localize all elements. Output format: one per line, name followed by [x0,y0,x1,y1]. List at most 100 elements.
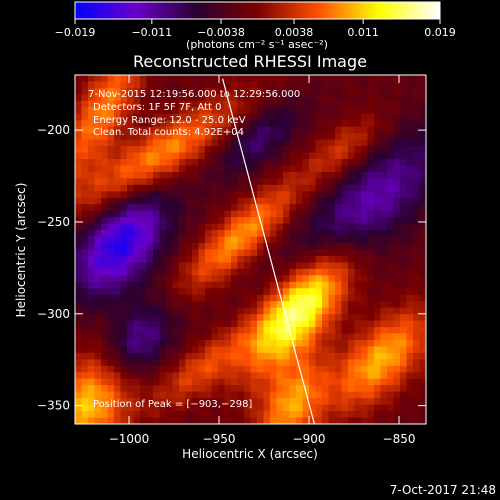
heatmap-cell [107,294,115,302]
heatmap-cell [120,217,128,225]
heatmap-cell [159,320,167,328]
heatmap-cell [341,184,349,192]
heatmap-cell [172,359,180,367]
heatmap-cell [302,165,310,173]
heatmap-cell [192,320,200,328]
heatmap-cell [224,210,232,218]
heatmap-cell [244,107,252,115]
heatmap-cell [218,81,226,89]
heatmap-cell [387,352,395,360]
heatmap-cell [283,197,291,205]
heatmap-cell [172,100,180,108]
heatmap-cell [88,204,96,212]
heatmap-cell [179,243,187,251]
heatmap-cell [120,100,128,108]
heatmap-cell [159,100,167,108]
heatmap-cell [322,171,330,179]
heatmap-cell [211,81,219,89]
heatmap-cell [107,262,115,270]
heatmap-cell [159,385,167,393]
heatmap-cell [179,236,187,244]
heatmap-cell [88,352,96,360]
heatmap-cell [393,404,401,412]
heatmap-cell [263,378,271,386]
heatmap-cell [185,146,193,154]
heatmap-cell [146,268,154,276]
heatmap-cell [309,236,317,244]
heatmap-cell [205,385,213,393]
heatmap-cell [179,314,187,322]
heatmap-cell [166,184,174,192]
heatmap-cell [348,262,356,270]
heatmap-cell [172,87,180,95]
heatmap-cell [75,346,83,354]
heatmap-cell [81,346,89,354]
heatmap-cell [179,262,187,270]
heatmap-cell [263,327,271,335]
heatmap-cell [198,133,206,141]
heatmap-cell [419,191,426,199]
heatmap-cell [101,333,109,341]
heatmap-cell [322,126,330,134]
heatmap-cell [380,385,388,393]
heatmap-cell [387,236,395,244]
heatmap-cell [133,210,141,218]
heatmap-cell [302,100,310,108]
heatmap-cell [309,404,317,412]
heatmap-cell [198,120,206,128]
heatmap-cell [205,139,213,147]
heatmap-cell [419,75,426,83]
heatmap-cell [218,249,226,257]
heatmap-cell [283,320,291,328]
heatmap-cell [114,230,122,238]
heatmap-cell [75,204,83,212]
heatmap-cell [354,197,362,205]
heatmap-cell [341,171,349,179]
heatmap-cell [406,352,414,360]
heatmap-cell [322,288,330,296]
heatmap-cell [81,139,89,147]
heatmap-cell [322,230,330,238]
heatmap-cell [283,327,291,335]
heatmap-cell [419,107,426,115]
heatmap-cell [185,275,193,283]
heatmap-cell [140,275,148,283]
heatmap-cell [205,391,213,399]
heatmap-cell [341,333,349,341]
heatmap-cell [302,230,310,238]
heatmap-cell [192,275,200,283]
heatmap-cell [166,159,174,167]
heatmap-cell [393,191,401,199]
heatmap-cell [276,262,284,270]
heatmap-cell [140,191,148,199]
heatmap-cell [120,275,128,283]
heatmap-cell [322,327,330,335]
heatmap-cell [315,178,323,186]
heatmap-cell [153,398,161,406]
heatmap-cell [309,411,317,419]
heatmap-cell [315,365,323,373]
heatmap-cell [419,301,426,309]
heatmap-cell [250,301,258,309]
heatmap-cell [374,217,382,225]
heatmap-cell [393,204,401,212]
heatmap-cell [328,126,336,134]
heatmap-cell [172,275,180,283]
heatmap-cell [153,275,161,283]
heatmap-cell [146,120,154,128]
heatmap-cell [133,346,141,354]
heatmap-cell [289,249,297,257]
heatmap-cell [283,178,291,186]
heatmap-cell [101,249,109,257]
heatmap-cell [107,339,115,348]
heatmap-cell [172,352,180,360]
heatmap-cell [361,333,369,341]
heatmap-cell [75,146,83,154]
heatmap-cell [198,184,206,192]
heatmap-cell [296,223,304,231]
heatmap-cell [374,146,382,154]
heatmap-cell [374,87,382,95]
heatmap-cell [335,107,343,115]
heatmap-cell [406,346,414,354]
heatmap-cell [172,255,180,264]
